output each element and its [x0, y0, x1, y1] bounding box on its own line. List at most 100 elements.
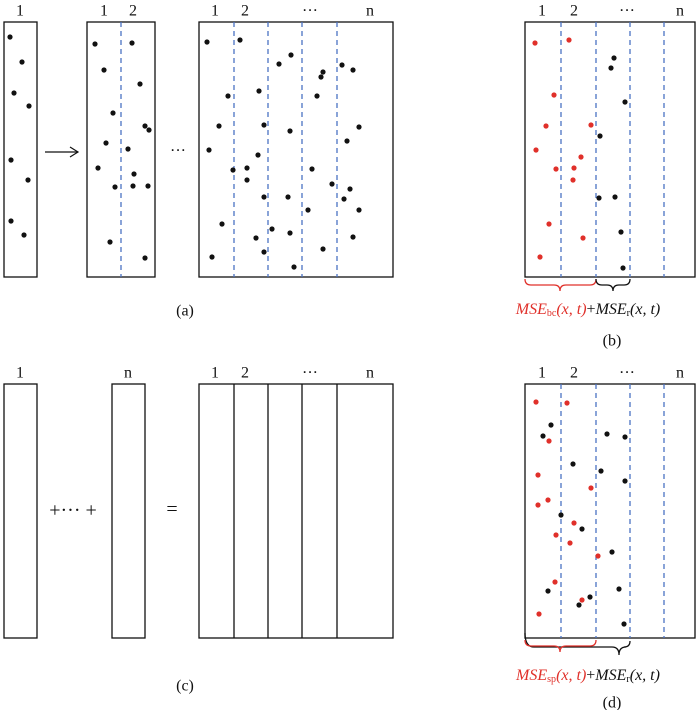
sample-dot: [112, 184, 118, 190]
column-label: ···: [619, 365, 635, 382]
column-label: ···: [619, 3, 635, 20]
sample-dot: [130, 183, 136, 189]
sample-dot: [535, 502, 541, 508]
sample-dot: [230, 167, 236, 173]
sample-dot: [291, 264, 297, 270]
sample-dot: [576, 602, 582, 608]
sample-dot: [209, 254, 215, 260]
sample-dot: [314, 93, 320, 99]
plus-text: +··· +: [49, 500, 97, 522]
sample-dot: [339, 62, 345, 68]
sample-dot: [595, 553, 601, 559]
sample-dot: [131, 171, 137, 177]
sample-dot: [320, 246, 326, 252]
formula-term: MSE: [595, 301, 627, 318]
sample-dot: [305, 207, 311, 213]
sample-dot: [553, 166, 559, 172]
sample-dot: [612, 194, 618, 200]
caption: (c): [176, 678, 194, 695]
formula-term: MSE: [515, 301, 547, 318]
sample-dot: [567, 540, 573, 546]
sample-dot: [341, 196, 347, 202]
column-label: 2: [570, 365, 578, 382]
column-label: 1: [211, 365, 219, 382]
sample-dot: [329, 181, 335, 187]
sample-dot: [7, 34, 13, 40]
sample-dot: [219, 221, 225, 227]
formula-subscript: r: [626, 674, 630, 685]
sample-dot: [276, 61, 282, 67]
column-label: 2: [570, 3, 578, 20]
sample-dot: [621, 621, 627, 627]
sample-dot: [540, 433, 546, 439]
sample-dot: [558, 512, 564, 518]
sample-dot: [237, 37, 243, 43]
sample-dot: [552, 579, 558, 585]
grid-box: [524, 383, 696, 639]
brace: [524, 632, 631, 656]
sample-dot: [611, 55, 617, 61]
sample-dot: [622, 478, 628, 484]
sample-dot: [101, 67, 107, 73]
sample-dot: [125, 146, 131, 152]
column-label: n: [676, 365, 684, 382]
formula-subscript: sp: [547, 674, 556, 685]
sample-dot: [25, 177, 31, 183]
sample-dot: [8, 157, 14, 163]
formula-plus: +: [587, 301, 596, 318]
column-label: n: [676, 3, 684, 20]
sample-dot: [622, 434, 628, 440]
sample-dot: [244, 165, 250, 171]
sample-dot: [137, 81, 143, 87]
sample-dot: [578, 154, 584, 160]
sample-dot: [618, 229, 624, 235]
brace: [524, 278, 597, 292]
sample-dot: [356, 124, 362, 130]
sample-dot: [261, 249, 267, 255]
sample-dot: [318, 74, 324, 80]
sample-dot: [564, 400, 570, 406]
sample-dot: [261, 122, 267, 128]
sample-dot: [350, 67, 356, 73]
sample-dot: [216, 123, 222, 129]
sample-dot: [616, 586, 622, 592]
sample-dot: [608, 65, 614, 71]
arrow-head: [69, 146, 80, 158]
sample-dot: [597, 133, 603, 139]
column-label: ···: [302, 3, 318, 20]
brace: [595, 278, 631, 292]
column-label: 1: [538, 3, 546, 20]
sample-dot: [204, 39, 210, 45]
column-label: 1: [211, 3, 219, 20]
sample-dot: [261, 194, 267, 200]
sample-dot: [587, 594, 593, 600]
grid-box: [198, 21, 394, 278]
sample-dot: [535, 472, 541, 478]
sample-dot: [546, 438, 552, 444]
formula-term: MSE: [515, 667, 547, 684]
sample-dot: [145, 183, 151, 189]
sample-dot: [21, 232, 27, 238]
sample-dot: [571, 165, 577, 171]
sample-dot: [579, 597, 585, 603]
sample-dot: [19, 59, 25, 65]
sample-dot: [579, 526, 585, 532]
sample-dot: [8, 218, 14, 224]
sample-dot: [269, 226, 275, 232]
sample-dot: [571, 520, 577, 526]
sample-dot: [532, 40, 538, 46]
sample-dot: [536, 611, 542, 617]
column-label: 1: [16, 3, 24, 20]
sample-dot: [26, 103, 32, 109]
sample-dot: [537, 254, 543, 260]
sample-dot: [570, 177, 576, 183]
column-label: 1: [100, 3, 108, 20]
column-label: n: [366, 3, 374, 20]
sample-dot: [129, 40, 135, 46]
sample-dot: [350, 234, 356, 240]
formula-term: MSE: [594, 667, 626, 684]
sample-dot: [225, 93, 231, 99]
sample-dot: [545, 588, 551, 594]
formula: MSEsp(x, t)+MSEr(x, t): [515, 667, 660, 686]
